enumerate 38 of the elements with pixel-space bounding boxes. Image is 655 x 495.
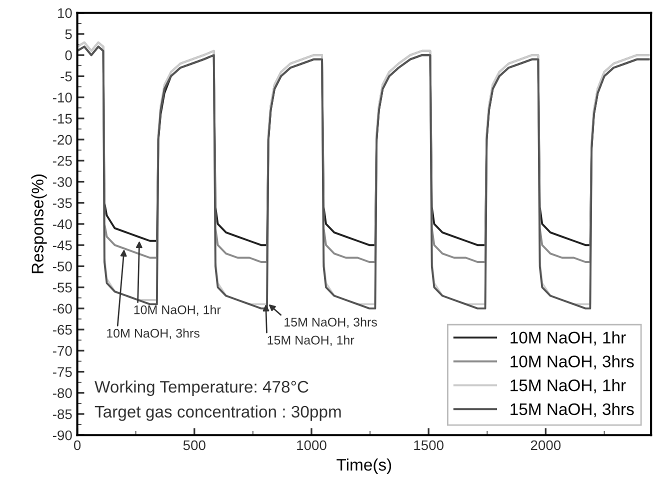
- annotation: 15M NaOH, 1hr: [268, 335, 354, 346]
- x-axis-title: Time(s): [336, 458, 392, 474]
- x-tick-label: 1000: [297, 440, 326, 450]
- annotation: Working Temperature: 478°C: [94, 380, 308, 396]
- y-tick-label: -10: [52, 92, 72, 102]
- y-tick-label: -85: [52, 409, 72, 420]
- y-tick-label: -30: [52, 177, 72, 187]
- y-tick-label: -50: [52, 262, 72, 272]
- x-tick-label: 1500: [414, 440, 444, 450]
- y-tick-label: -20: [52, 134, 72, 145]
- y-tick-label: -75: [52, 367, 72, 377]
- annotation: 10M NaOH, 3hrs: [107, 328, 200, 340]
- legend-label: 10M NaOH, 3hrs: [510, 355, 634, 370]
- legend-label: 15M NaOH, 1hr: [510, 379, 626, 394]
- annotation: 10M NaOH, 1hr: [134, 305, 221, 316]
- x-tick-label: 2000: [530, 440, 561, 450]
- annotation: Target gas concentration : 30ppm: [94, 405, 341, 421]
- y-tick-label: -35: [52, 198, 72, 208]
- y-tick-label: 0: [65, 50, 72, 60]
- y-tick-label: -15: [52, 114, 72, 124]
- y-tick-label: -60: [52, 304, 72, 314]
- y-tick-label: -45: [52, 240, 72, 250]
- y-tick-label: -65: [52, 324, 72, 335]
- y-tick-label: 10: [58, 8, 72, 18]
- x-tick-label: 500: [183, 440, 206, 450]
- x-tick-label: 0: [74, 440, 81, 450]
- y-axis-title: Response(%): [31, 174, 47, 274]
- y-tick-label: -80: [52, 388, 72, 398]
- y-tick-label: -90: [52, 430, 72, 440]
- y-tick-label: -55: [52, 282, 72, 292]
- legend-label: 10M NaOH, 1hr: [510, 331, 626, 346]
- y-tick-label: -40: [52, 219, 72, 230]
- annotation: 15M NaOH, 3hrs: [284, 317, 377, 328]
- y-tick-label: -5: [60, 72, 72, 82]
- y-tick-label: -25: [52, 156, 72, 166]
- y-tick-label: 5: [65, 29, 72, 40]
- legend-label: 15M NaOH, 3hrs: [510, 402, 634, 418]
- y-tick-label: -70: [52, 346, 72, 356]
